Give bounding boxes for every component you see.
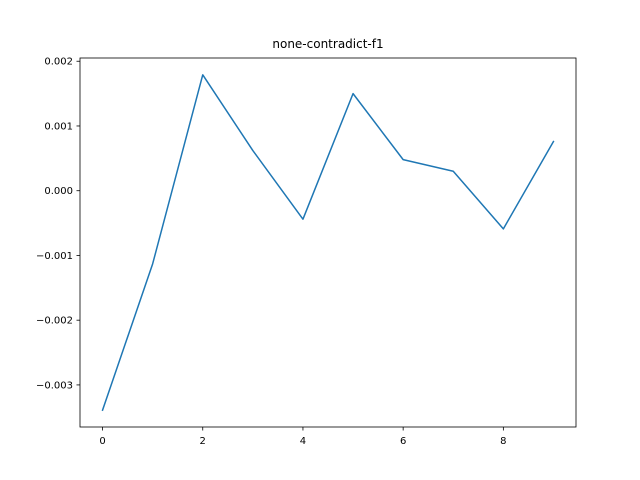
plot-area-frame: [79, 57, 577, 428]
x-tick-label: 4: [300, 436, 306, 447]
x-axis-ticks: 0 2 4 6 8: [99, 427, 507, 447]
y-tick-label: 0.000: [44, 186, 73, 197]
y-tick-label: −0.003: [36, 380, 73, 391]
series-line: [101, 74, 555, 412]
x-tick-label: 6: [400, 436, 406, 447]
x-tick-label: 0: [99, 436, 105, 447]
y-tick-label: −0.002: [36, 316, 73, 327]
y-tick-label: −0.001: [36, 251, 73, 262]
series-layer: [101, 74, 555, 412]
y-tick-label: 0.002: [44, 57, 73, 68]
x-tick-label: 2: [200, 436, 206, 447]
x-tick-label: 8: [500, 436, 506, 447]
chart-title: none-contradict-f1: [272, 37, 383, 51]
y-axis-ticks: −0.003 −0.002 −0.001 0.000 0.001 0.002: [36, 57, 80, 391]
y-tick-label: 0.001: [44, 121, 73, 132]
